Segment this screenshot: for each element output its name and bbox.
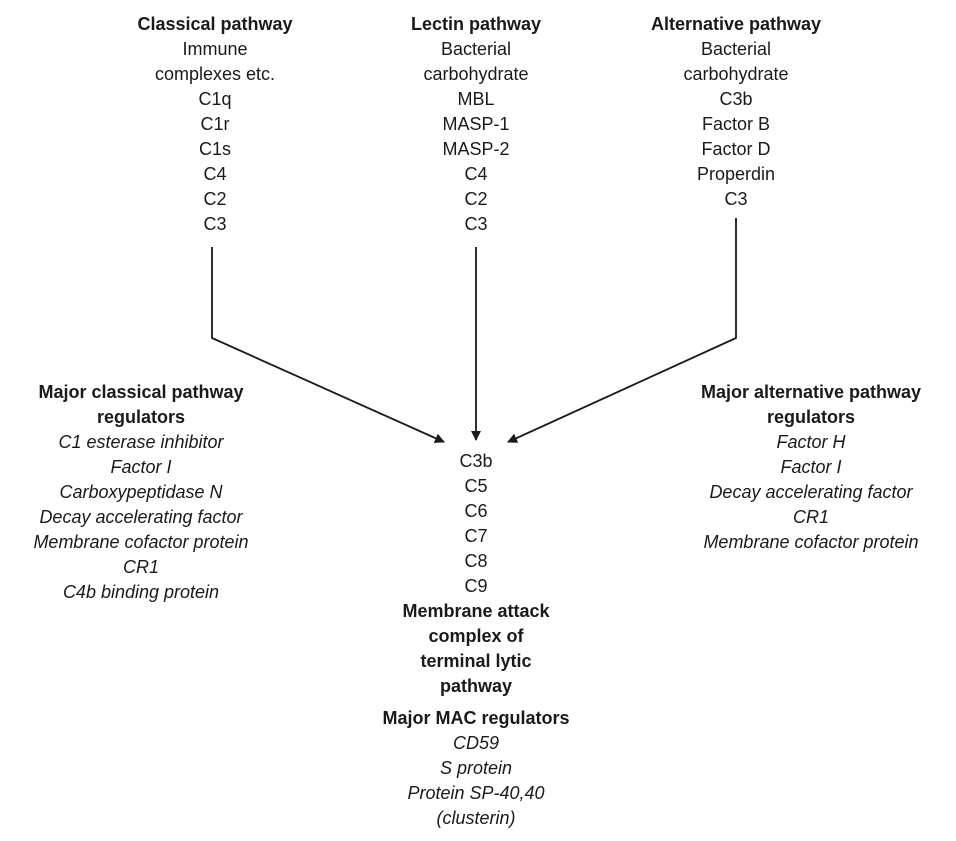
classical-regulators-title: Major classical pathway (38, 382, 244, 402)
mac-regulator-item: (clusterin) (436, 808, 516, 828)
classical-item: C2 (203, 189, 227, 209)
lectin-item: C2 (464, 189, 488, 209)
alternative-item: C3 (724, 189, 748, 209)
mac-regulator-item: Protein SP-40,40 (407, 783, 545, 803)
lectin-item: C3 (464, 214, 488, 234)
alternative-item: Factor D (701, 139, 771, 159)
alternative-pathway-block: Alternative pathway Bacterial carbohydra… (621, 12, 851, 212)
alternative-regulator-item: Factor I (780, 457, 842, 477)
mac-title: pathway (439, 676, 513, 696)
classical-regulator-item: Membrane cofactor protein (33, 532, 249, 552)
alternative-item: C3b (719, 89, 753, 109)
classical-regulator-item: Carboxypeptidase N (59, 482, 223, 502)
alternative-item: carbohydrate (683, 64, 789, 84)
alternative-item: Factor B (701, 114, 771, 134)
classical-item: C1r (200, 114, 230, 134)
alternative-pathway-title: Alternative pathway (650, 14, 822, 34)
alternative-regulator-item: Factor H (776, 432, 846, 452)
alternative-regulator-item: Membrane cofactor protein (703, 532, 919, 552)
lectin-item: carbohydrate (423, 64, 529, 84)
lectin-pathway-block: Lectin pathway Bacterial carbohydrate MB… (376, 12, 576, 237)
classical-regulator-item: C4b binding protein (62, 582, 220, 602)
alternative-regulators-block: Major alternative pathway regulators Fac… (666, 380, 956, 555)
lectin-item: Bacterial (440, 39, 512, 59)
classical-arrow (211, 247, 445, 443)
classical-pathway-block: Classical pathway Immune complexes etc. … (110, 12, 320, 237)
classical-item: complexes etc. (154, 64, 276, 84)
alternative-arrow (507, 218, 737, 443)
lectin-item: C4 (464, 164, 488, 184)
lectin-pathway-title: Lectin pathway (410, 14, 542, 34)
terminal-pathway-block: C3b C5 C6 C7 C8 C9 Membrane attack compl… (356, 449, 596, 699)
classical-regulator-item: Factor I (110, 457, 172, 477)
mac-regulator-item: S protein (439, 758, 513, 778)
classical-regulator-item: C1 esterase inhibitor (58, 432, 224, 452)
terminal-item: C3b (459, 451, 493, 471)
classical-regulator-item: Decay accelerating factor (39, 507, 243, 527)
classical-pathway-title: Classical pathway (137, 14, 293, 34)
terminal-item: C9 (464, 576, 488, 596)
classical-item: Immune (182, 39, 248, 59)
classical-item: C3 (203, 214, 227, 234)
classical-regulators-title: regulators (96, 407, 186, 427)
classical-regulators-block: Major classical pathway regulators C1 es… (0, 380, 282, 605)
alternative-item: Bacterial (700, 39, 772, 59)
alternative-regulator-item: Decay accelerating factor (709, 482, 913, 502)
classical-item: C1s (198, 139, 231, 159)
mac-title: complex of (428, 626, 524, 646)
lectin-item: MASP-1 (442, 114, 510, 134)
terminal-item: C8 (464, 551, 488, 571)
mac-regulators-title: Major MAC regulators (382, 708, 570, 728)
lectin-item: MBL (457, 89, 495, 109)
mac-regulators-block: Major MAC regulators CD59 S protein Prot… (336, 706, 616, 831)
alternative-regulators-title: Major alternative pathway (700, 382, 922, 402)
mac-title: terminal lytic (420, 651, 532, 671)
mac-regulator-item: CD59 (452, 733, 500, 753)
terminal-item: C6 (464, 501, 488, 521)
classical-item: C1q (198, 89, 232, 109)
mac-title: Membrane attack (402, 601, 550, 621)
alternative-regulator-item: CR1 (792, 507, 829, 527)
alternative-item: Properdin (696, 164, 776, 184)
terminal-item: C7 (464, 526, 488, 546)
alternative-regulators-title: regulators (766, 407, 856, 427)
lectin-item: MASP-2 (442, 139, 510, 159)
classical-item: C4 (203, 164, 227, 184)
classical-regulator-item: CR1 (122, 557, 159, 577)
terminal-item: C5 (464, 476, 488, 496)
